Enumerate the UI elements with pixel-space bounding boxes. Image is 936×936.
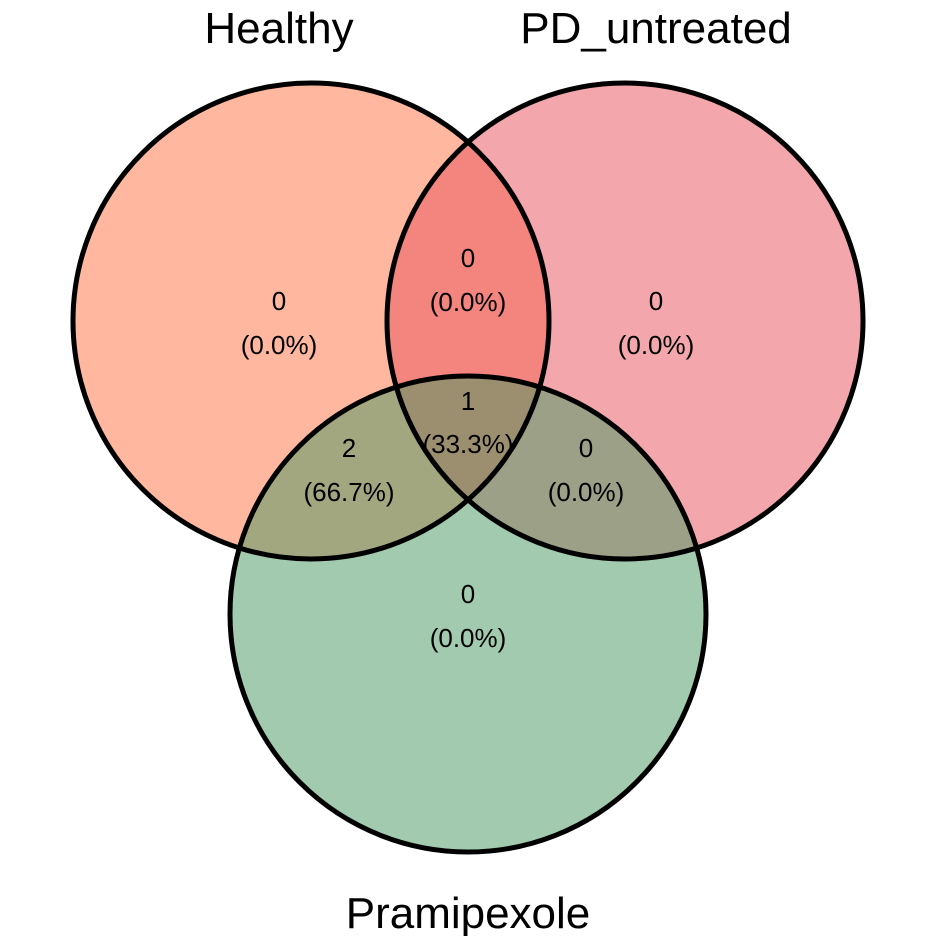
pd-untreated-label: PD_untreated	[520, 4, 792, 53]
healthy-pramipexole-count: 2	[342, 433, 356, 463]
pd-only-count: 0	[649, 286, 663, 316]
healthy-only-percent: (0.0%)	[241, 330, 318, 360]
pd-untreated-outline	[384, 80, 866, 562]
pramipexole-label: Pramipexole	[346, 889, 591, 936]
healthy-label: Healthy	[204, 4, 353, 53]
pramipexole-outline	[227, 373, 709, 855]
healthy-pd-count: 0	[461, 243, 475, 273]
healthy-only-count: 0	[272, 286, 286, 316]
healthy-pd-percent: (0.0%)	[430, 287, 507, 317]
pd-pramipexole-percent: (0.0%)	[548, 477, 625, 507]
healthy-outline	[70, 80, 552, 562]
all-three-percent: (33.3%)	[422, 429, 513, 459]
pd-only-percent: (0.0%)	[618, 330, 695, 360]
pd-pramipexole-count: 0	[579, 433, 593, 463]
pramipexole-only-count: 0	[461, 579, 475, 609]
pramipexole-only-percent: (0.0%)	[430, 623, 507, 653]
healthy-pramipexole-percent: (66.7%)	[303, 477, 394, 507]
all-three-count: 1	[461, 386, 475, 416]
pramipexole-circle	[230, 376, 706, 852]
